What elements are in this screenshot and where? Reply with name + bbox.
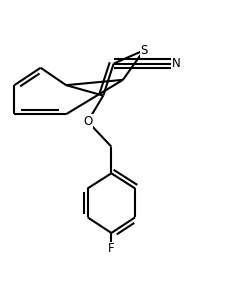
Text: N: N bbox=[171, 57, 180, 70]
Text: O: O bbox=[83, 115, 92, 128]
Text: F: F bbox=[108, 242, 114, 255]
Text: S: S bbox=[140, 44, 147, 57]
